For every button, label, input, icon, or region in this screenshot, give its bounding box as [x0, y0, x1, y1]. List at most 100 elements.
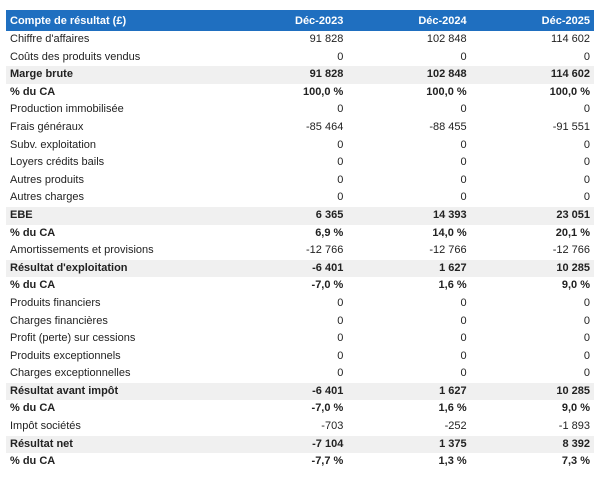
table-row: Charges exceptionnelles 0 0 0	[6, 365, 594, 383]
table-row: Produits financiers 0 0 0	[6, 295, 594, 313]
income-statement-table: Compte de résultat (£) Déc-2023 Déc-2024 Dé…	[6, 10, 594, 471]
header-cell: Déc-2023	[224, 10, 348, 31]
value-cell: 1 627	[347, 382, 471, 401]
value-cell: -703	[321, 420, 344, 433]
value-cell: 1,6 %	[438, 402, 467, 415]
value-cell: 0	[583, 349, 590, 362]
value-cell: 91 828	[224, 66, 348, 84]
table-row: Impôt sociétés -703 -252 -1 893	[6, 418, 594, 436]
table-row: Amortissements et provisions -12 766 -12 7…	[6, 242, 594, 260]
table-row: EBE 6 365 14 393 23 051	[6, 206, 594, 225]
value-cell: 102 848	[347, 66, 471, 84]
value-cell: 0	[337, 367, 344, 380]
label-cell: Autres produits	[10, 173, 84, 186]
table-row: Autres produits 0 0 0	[6, 172, 594, 190]
value-cell: 0	[337, 332, 344, 345]
value-cell: 0	[460, 173, 467, 186]
value-cell: 91 828	[309, 33, 344, 45]
value-cell: 0	[337, 296, 344, 309]
value-cell: -12 766	[552, 244, 590, 257]
value-cell: 1 627	[347, 259, 471, 278]
header-cell: Compte de résultat (£)	[6, 10, 224, 31]
label-cell: Résultat avant impôt	[6, 382, 224, 401]
value-cell: 0	[583, 50, 590, 63]
table-row: Subv. exploitation 0 0 0	[6, 137, 594, 155]
label-cell: Produits financiers	[10, 296, 101, 309]
value-cell: 1,3 %	[438, 455, 467, 468]
table-row: Marge brute 91 828 102 848 114 602	[6, 66, 594, 84]
table-row: Produits exceptionnels 0 0 0	[6, 348, 594, 366]
table-row: Coûts des produits vendus 0 0 0	[6, 49, 594, 67]
value-cell: 7,3 %	[561, 455, 590, 468]
value-cell: 0	[460, 138, 467, 151]
value-cell: -7 104	[224, 435, 348, 454]
value-cell: 114 602	[470, 66, 594, 84]
table-row: % du CA 6,9 % 14,0 % 20,1 %	[6, 225, 594, 243]
value-cell: 0	[583, 314, 590, 327]
value-cell: 0	[460, 296, 467, 309]
value-cell: 0	[583, 173, 590, 186]
label-cell: % du CA	[10, 226, 56, 239]
label-cell: % du CA	[10, 402, 56, 415]
label-cell: EBE	[6, 206, 224, 225]
value-cell: 14,0 %	[432, 226, 467, 239]
value-cell: 20,1 %	[555, 226, 590, 239]
value-cell: 0	[337, 191, 344, 204]
value-cell: 100,0 %	[302, 85, 344, 98]
value-cell: 114 602	[551, 33, 590, 45]
label-cell: Charges exceptionnelles	[10, 367, 131, 380]
table-row: % du CA -7,7 % 1,3 % 7,3 %	[6, 453, 594, 471]
label-cell: % du CA	[10, 455, 56, 468]
value-cell: -7,7 %	[311, 455, 344, 468]
value-cell: 0	[460, 314, 467, 327]
value-cell: -12 766	[306, 244, 344, 257]
value-cell: 23 051	[470, 206, 594, 225]
value-cell: 0	[460, 50, 467, 63]
value-cell: 0	[583, 156, 590, 169]
table-row: Résultat avant impôt -6 401 1 627 10 285	[6, 382, 594, 401]
label-cell: Subv. exploitation	[10, 138, 97, 151]
table-row: % du CA -7,0 % 1,6 % 9,0 %	[6, 277, 594, 295]
value-cell: -91 551	[552, 120, 590, 133]
table-row: Loyers crédits bails 0 0 0	[6, 154, 594, 172]
value-cell: 0	[337, 173, 344, 186]
value-cell: -12 766	[429, 244, 467, 257]
label-cell: Résultat d'exploitation	[6, 259, 224, 278]
label-cell: Résultat net	[6, 435, 224, 454]
header-cell: Déc-2025	[470, 10, 594, 31]
value-cell: -7,0 %	[311, 279, 344, 292]
table-row: Chiffre d'affaires 91 828 102 848 114 602	[6, 31, 594, 49]
value-cell: 100,0 %	[426, 85, 467, 98]
value-cell: 9,0 %	[561, 402, 590, 415]
label-cell: Frais généraux	[10, 120, 84, 133]
value-cell: 10 285	[470, 259, 594, 278]
value-cell: 0	[337, 103, 344, 116]
value-cell: -7,0 %	[311, 402, 344, 415]
value-cell: 0	[337, 349, 344, 362]
label-cell: Production immobilisée	[10, 103, 124, 116]
value-cell: -6 401	[224, 382, 348, 401]
value-cell: -85 464	[306, 120, 344, 133]
table-row: Production immobilisée 0 0 0	[6, 101, 594, 119]
value-cell: 10 285	[470, 382, 594, 401]
table-row: Résultat d'exploitation -6 401 1 627 10 285	[6, 259, 594, 278]
table-row: Autres charges 0 0 0	[6, 189, 594, 207]
table-row: Frais généraux -85 464 -88 455 -91 551	[6, 119, 594, 137]
value-cell: -252	[444, 420, 467, 433]
value-cell: -88 455	[429, 120, 467, 133]
value-cell: 6 365	[224, 206, 348, 225]
label-cell: Loyers crédits bails	[10, 156, 105, 169]
label-cell: Marge brute	[6, 66, 224, 84]
table-row: Résultat net -7 104 1 375 8 392	[6, 435, 594, 454]
value-cell: 8 392	[470, 435, 594, 454]
value-cell: 0	[583, 103, 590, 116]
label-cell: Autres charges	[10, 191, 84, 204]
value-cell: 9,0 %	[561, 279, 590, 292]
label-cell: % du CA	[10, 279, 56, 292]
value-cell: 0	[337, 138, 344, 151]
header-row: Compte de résultat (£) Déc-2023 Déc-2024 Dé…	[6, 10, 594, 31]
label-cell: % du CA	[10, 85, 56, 98]
value-cell: 0	[337, 50, 344, 63]
header-cell: Déc-2024	[347, 10, 471, 31]
label-cell: Coûts des produits vendus	[10, 50, 141, 63]
